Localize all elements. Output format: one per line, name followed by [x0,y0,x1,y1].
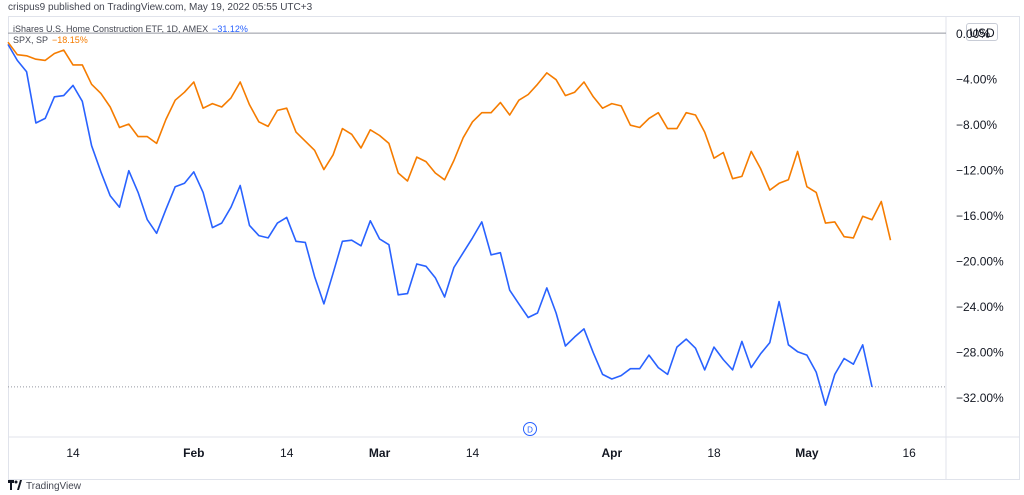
legend-row-spx[interactable]: SPX, SP −18.15% [13,35,248,46]
chart-frame [8,16,1020,480]
y-tick-label: −12.00% [956,164,1004,178]
x-tick-label: 14 [466,446,480,460]
home-construction-line [7,43,873,406]
y-tick-label: −32.00% [956,391,1004,405]
footer: TradingView [8,480,81,492]
footer-brand[interactable]: TradingView [26,481,82,492]
x-tick-label: Apr [602,446,623,460]
currency-button[interactable]: USD [966,23,998,41]
y-tick-label: −4.00% [956,73,997,87]
legend-series-a-label: iShares U.S. Home Construction ETF, 1D, … [13,24,209,34]
tradingview-logo-icon [8,480,22,490]
x-tick-label: 14 [66,446,80,460]
y-tick-label: 0.00% [956,27,990,41]
y-tick-label: −20.00% [956,255,1004,269]
legend-series-b-label: SPX, SP [13,35,49,45]
x-tick-label: 18 [707,446,721,460]
y-tick-label: −16.00% [956,209,1004,223]
spx-line [7,41,892,241]
date-marker-icon [523,422,537,436]
x-tick-label: 14 [280,446,294,460]
legend-series-a-change: −31.12% [212,24,248,34]
x-tick-label: 16 [902,446,916,460]
x-tick-label: Feb [183,446,204,460]
y-tick-label: −24.00% [956,300,1004,314]
y-tick-label: −8.00% [956,118,997,132]
published-by-line: crispus9 published on TradingView.com, M… [8,2,313,13]
chart-legend: iShares U.S. Home Construction ETF, 1D, … [13,24,248,46]
y-tick-label: −28.00% [956,346,1004,360]
legend-series-b-change: −18.15% [52,35,88,45]
x-tick-label: May [795,446,819,460]
legend-row-home-construction[interactable]: iShares U.S. Home Construction ETF, 1D, … [13,24,248,35]
date-marker-label: D [527,426,533,435]
x-tick-label: Mar [369,446,391,460]
